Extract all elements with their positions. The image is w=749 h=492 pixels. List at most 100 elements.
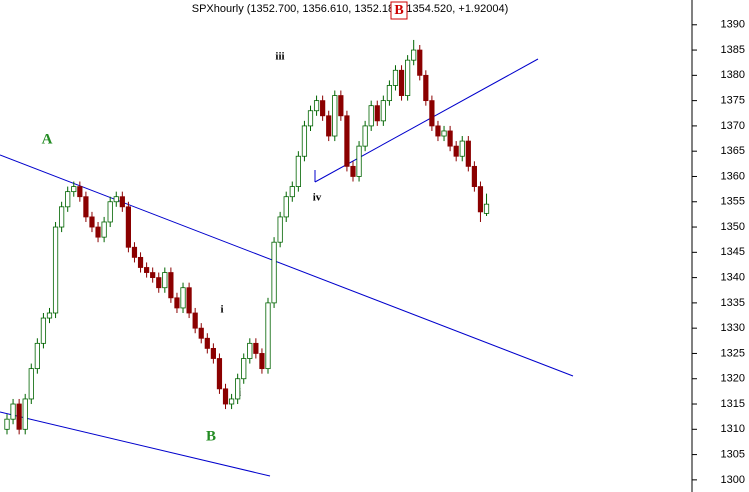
candle-body <box>89 216 95 228</box>
candle-body <box>350 165 356 177</box>
candle-body <box>28 368 34 400</box>
candle-body <box>326 115 332 137</box>
candle-body <box>198 327 204 339</box>
candle-body <box>338 95 344 117</box>
candle-body <box>235 378 241 400</box>
candle-body <box>441 130 447 137</box>
candle-body <box>307 110 314 127</box>
y-tick-label: 1340 <box>721 272 745 284</box>
candle-body <box>344 115 350 167</box>
y-tick-label: 1300 <box>721 474 745 486</box>
candle-body <box>332 95 338 137</box>
marker-box <box>390 1 408 20</box>
wave-label: iii <box>275 51 284 63</box>
y-tick-label: 1315 <box>721 398 745 410</box>
candle-body <box>34 342 40 370</box>
y-tick-label: 1345 <box>721 246 745 258</box>
candle-body <box>313 100 320 112</box>
y-tick-label: 1310 <box>721 423 745 435</box>
candle-body <box>356 145 362 177</box>
candle-body <box>162 272 168 289</box>
trend-line <box>314 58 539 183</box>
candle-body <box>265 302 271 370</box>
candle-body <box>186 287 192 314</box>
candle-body <box>423 74 429 102</box>
wave-label: i <box>220 304 223 316</box>
candle-body <box>435 125 441 137</box>
chart-title: SPXhourly (1352.700, 1356.610, 1352.180,… <box>192 3 509 15</box>
candle-body <box>392 69 399 86</box>
trend-lines <box>0 58 574 477</box>
candle-body <box>59 206 65 228</box>
candle-body <box>411 49 417 61</box>
candle-body <box>271 241 277 304</box>
candle-body <box>125 206 131 248</box>
candle-body <box>429 100 435 127</box>
candle-body <box>65 191 71 208</box>
candle-body <box>301 125 308 157</box>
candle-body <box>289 186 295 198</box>
y-tick-label: 1370 <box>721 120 745 132</box>
candle-body <box>204 337 210 349</box>
candle-body <box>253 342 259 354</box>
candle-body <box>228 398 235 405</box>
candle-body <box>483 203 490 214</box>
candle-body <box>465 140 471 167</box>
candle-body <box>192 312 198 329</box>
wave-label: B <box>206 428 216 444</box>
candle-body <box>174 297 180 309</box>
y-tick-label: 1355 <box>721 196 745 208</box>
y-tick-label: 1390 <box>721 19 745 31</box>
candle-body <box>101 221 107 238</box>
candle-body <box>107 201 113 223</box>
candle-body <box>83 196 89 218</box>
y-tick-label: 1320 <box>721 373 745 385</box>
candle-body <box>477 186 484 213</box>
candle-body <box>168 272 174 299</box>
candle-body <box>210 347 216 359</box>
candle-body <box>247 342 253 359</box>
y-tick-label: 1305 <box>721 448 745 460</box>
candle-body <box>137 256 144 268</box>
candle-body <box>362 125 368 147</box>
y-tick-label: 1360 <box>721 170 745 182</box>
y-tick-label: 1365 <box>721 145 745 157</box>
candle-body <box>16 403 22 430</box>
candle-body <box>10 403 16 420</box>
trend-line <box>0 411 271 477</box>
candle-body <box>241 358 247 380</box>
candle-body <box>131 246 138 258</box>
candle-body <box>386 85 393 102</box>
candle-body <box>52 226 59 314</box>
candle-body <box>283 196 289 218</box>
candle-body <box>150 272 156 279</box>
y-tick-label: 1380 <box>721 69 745 81</box>
y-tick-label: 1335 <box>721 297 745 309</box>
candle-body <box>119 196 125 208</box>
candle-body <box>453 145 459 157</box>
wave-label: A <box>42 131 53 147</box>
y-tick-label: 1350 <box>721 221 745 233</box>
trend-line <box>0 154 574 377</box>
candle-body <box>295 155 301 187</box>
y-tick-label: 1375 <box>721 95 745 107</box>
candle-body <box>380 100 386 122</box>
candle-body <box>405 59 411 96</box>
candle-body <box>4 418 10 430</box>
candle-body <box>180 287 186 309</box>
candle-body <box>471 165 477 187</box>
candle-body <box>22 398 28 430</box>
wave-label: B <box>394 3 403 18</box>
y-tick-label: 1385 <box>721 44 745 56</box>
candle-body <box>259 353 265 370</box>
candle-body <box>447 130 453 147</box>
candle-body <box>368 105 374 127</box>
y-tick-label: 1325 <box>721 347 745 359</box>
candle-body <box>113 196 119 203</box>
candle-body <box>40 317 47 344</box>
candle-body <box>71 186 77 193</box>
candle-body <box>417 49 423 76</box>
candle-body <box>222 388 229 405</box>
candle-body <box>216 358 223 390</box>
candle-body <box>459 140 465 157</box>
